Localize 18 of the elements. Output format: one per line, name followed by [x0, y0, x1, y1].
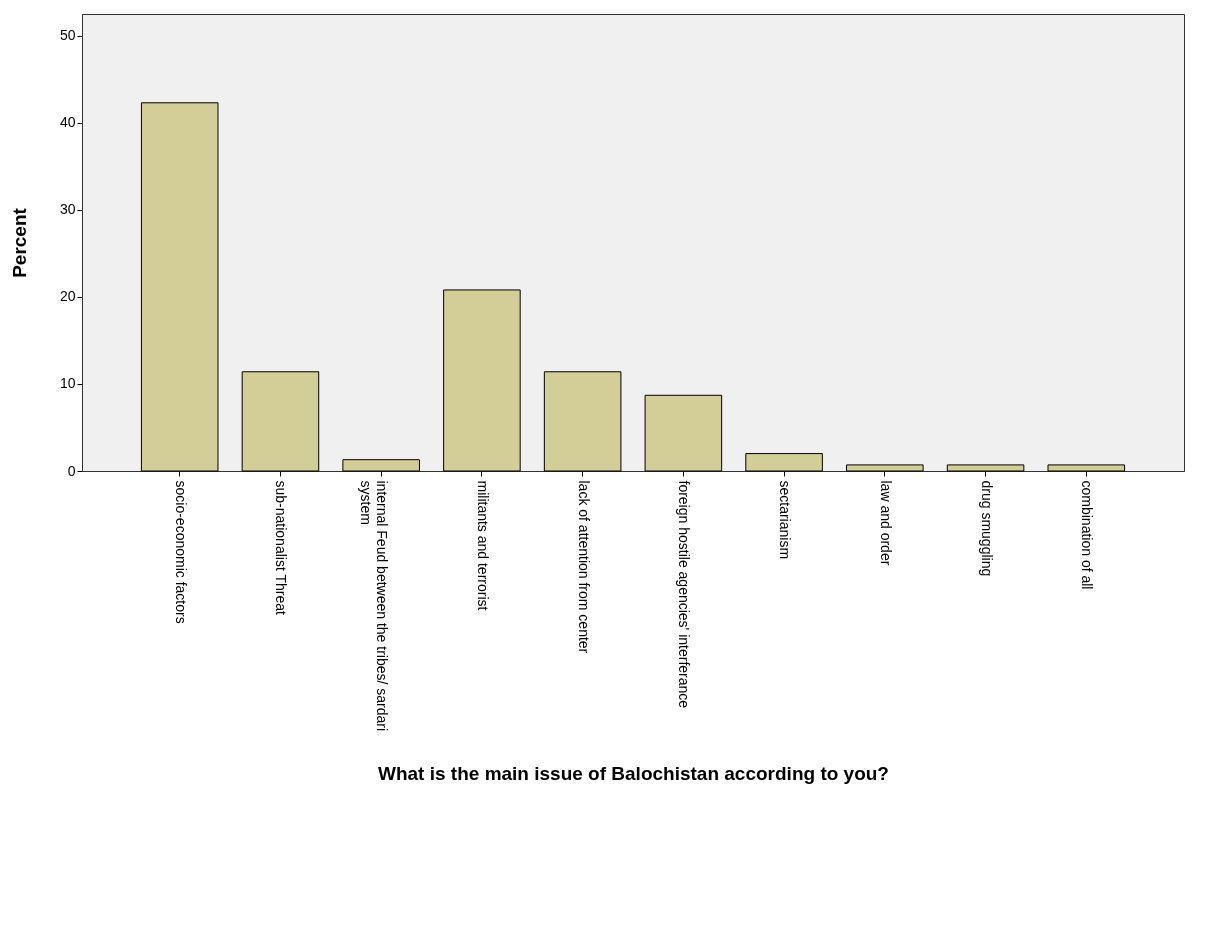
y-tick-label: 30 — [59, 201, 76, 218]
x-tick-label: foreign hostile agencies' interferance — [676, 480, 693, 709]
x-tick-label: drug smuggling — [978, 480, 995, 577]
y-tick-label: 0 — [67, 462, 76, 479]
x-tick-label: militants and terrorist — [474, 480, 491, 611]
y-tick-label: 20 — [59, 288, 76, 305]
y-tick-label: 10 — [59, 375, 76, 392]
y-tick-label: 50 — [59, 27, 76, 44]
x-tick-label: socio-economic factors — [172, 480, 189, 624]
x-tick-label: lack of attention from center — [575, 480, 592, 654]
x-axis-title: What is the main issue of Balochistan according to you? — [378, 762, 889, 784]
y-axis-title: Percent — [8, 207, 30, 278]
x-tick-label: internal Feud between the tribes/ sardari system — [358, 480, 391, 732]
x-tick-label: combination of all — [1079, 480, 1096, 590]
x-tick-label: law and order — [877, 480, 894, 566]
x-tick-label: sectarianism — [777, 480, 794, 560]
y-tick-label: 40 — [59, 114, 76, 131]
x-tick-label: sub-nationalist Threat — [273, 480, 290, 615]
